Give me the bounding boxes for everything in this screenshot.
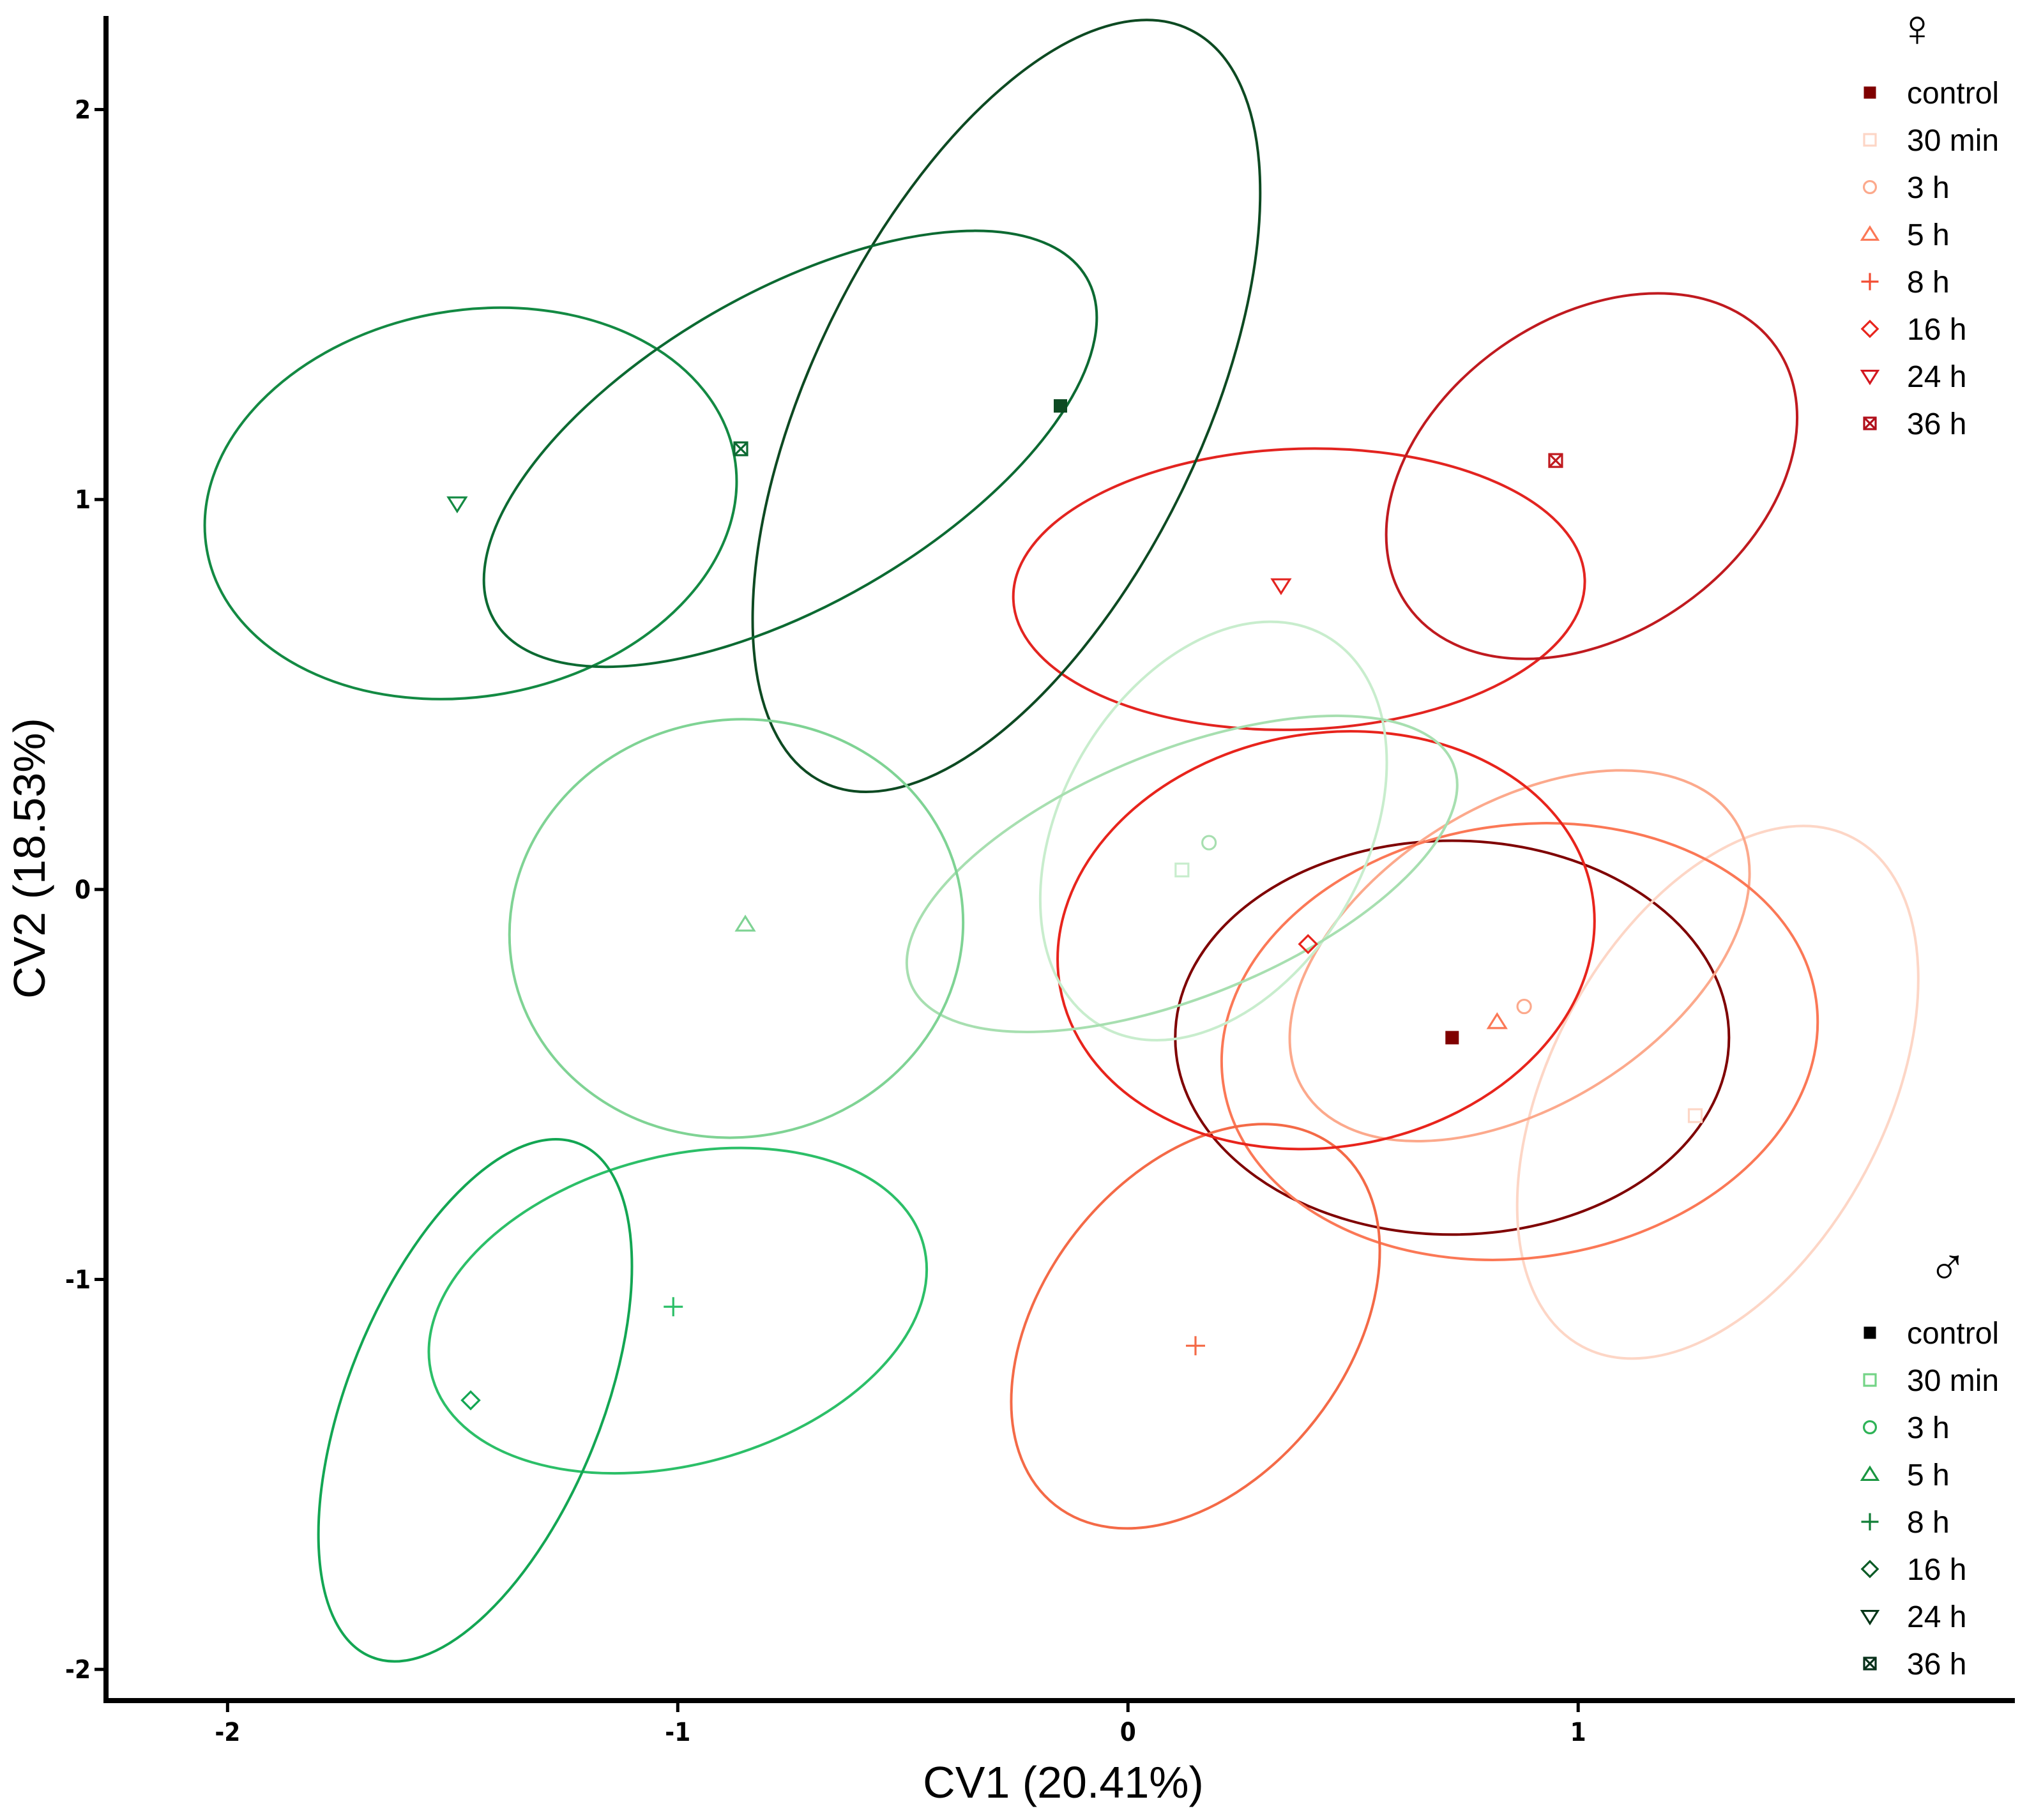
legend-0-label-1: 30 min xyxy=(1907,124,1999,158)
legend-0-label-2: 3 h xyxy=(1907,171,1950,205)
legend-1-label-2: 3 h xyxy=(1907,1411,1950,1445)
legend-1-label-5: 16 h xyxy=(1907,1553,1966,1587)
data-point-11 xyxy=(734,914,756,932)
legend-1-marker-4 xyxy=(1861,1513,1879,1531)
legend-1-marker-6 xyxy=(1860,1609,1880,1626)
legend-female: ♀ control 30 min 3 h 5 h 8 h 16 h 24 h 36 h xyxy=(1860,0,1999,441)
y-tick-label-0: -2 xyxy=(65,1655,91,1685)
confidence-ellipse-8 xyxy=(751,19,1262,793)
legend-0-marker-6 xyxy=(1860,369,1880,386)
data-point-7 xyxy=(1548,453,1563,468)
data-point-13 xyxy=(460,1390,481,1411)
data-point-12 xyxy=(664,1297,683,1317)
legend-1-label-0: control xyxy=(1907,1317,1999,1351)
data-point-4 xyxy=(1185,1336,1205,1356)
confidence-ellipse-3 xyxy=(1220,822,1819,1261)
data-point-5 xyxy=(1298,934,1318,955)
legend-1-label-7: 36 h xyxy=(1907,1648,1966,1681)
legend-0-marker-7 xyxy=(1863,416,1877,430)
data-point-9 xyxy=(1174,862,1190,877)
legend-male-title: ♂ xyxy=(1928,1238,1968,1296)
data-point-0 xyxy=(1445,1031,1459,1045)
legend-male: ♂ control 30 min 3 h 5 h 8 h 16 h 24 h 36 h xyxy=(1860,1238,1999,1681)
x-tick-label-2: 0 xyxy=(1120,1718,1136,1747)
legend-0-label-6: 24 h xyxy=(1907,360,1966,394)
legend-0-label-0: control xyxy=(1907,77,1999,110)
legend-1-marker-0 xyxy=(1864,1326,1876,1339)
data-point-2 xyxy=(1516,998,1532,1015)
x-tick-label-0: -2 xyxy=(215,1718,240,1747)
legend-1-marker-1 xyxy=(1863,1373,1877,1387)
confidence-ellipse-6 xyxy=(1012,447,1586,731)
confidence-ellipse-13 xyxy=(317,1138,634,1663)
legend-0-marker-0 xyxy=(1864,86,1876,99)
x-axis-title: CV1 (20.41%) xyxy=(923,1757,1204,1807)
data-point-8 xyxy=(1054,399,1067,413)
confidence-ellipse-11 xyxy=(508,718,965,1139)
confidence-ellipse-5 xyxy=(1056,730,1596,1151)
legend-0-label-4: 8 h xyxy=(1907,266,1950,300)
legend-1-marker-2 xyxy=(1862,1420,1878,1435)
legend-0-marker-4 xyxy=(1861,273,1879,291)
data-point-3 xyxy=(1486,1012,1508,1029)
data-point-14 xyxy=(446,496,468,513)
confidence-ellipse-9 xyxy=(1038,620,1388,1042)
legend-female-title: ♀ xyxy=(1897,0,1937,57)
legend-0-label-3: 5 h xyxy=(1907,218,1950,252)
confidence-ellipse-15 xyxy=(482,229,1098,669)
data-point-1 xyxy=(1687,1108,1703,1123)
legend-1-label-1: 30 min xyxy=(1907,1364,1999,1398)
data-point-10 xyxy=(1201,835,1217,851)
y-axis-ticks: -2 -1 0 1 2 xyxy=(65,96,103,1685)
legend-1-marker-5 xyxy=(1860,1559,1879,1579)
legend-1-marker-3 xyxy=(1860,1465,1880,1482)
legend-0-label-5: 16 h xyxy=(1907,313,1966,347)
confidence-ellipse-2 xyxy=(1288,769,1751,1143)
x-axis-ticks: -2 -1 0 1 xyxy=(215,1703,1586,1747)
confidence-ellipse-14 xyxy=(203,306,738,701)
legend-0-marker-5 xyxy=(1860,319,1879,338)
confidence-ellipse-12 xyxy=(427,1146,929,1475)
legend-0-label-7: 36 h xyxy=(1907,407,1966,441)
legend-1-label-4: 8 h xyxy=(1907,1506,1950,1540)
confidence-ellipse-7 xyxy=(1385,292,1799,660)
x-tick-label-1: -1 xyxy=(665,1718,690,1747)
legend-1-label-3: 5 h xyxy=(1907,1459,1950,1492)
legend-0-marker-2 xyxy=(1862,179,1878,195)
plot-area xyxy=(203,19,1920,1663)
y-tick-label-1: -1 xyxy=(65,1266,91,1295)
legend-0-marker-1 xyxy=(1863,133,1877,147)
confidence-ellipse-10 xyxy=(905,714,1459,1033)
y-tick-label-4: 2 xyxy=(75,96,91,125)
data-point-6 xyxy=(1270,578,1292,596)
confidence-ellipse-1 xyxy=(1515,824,1920,1360)
y-tick-label-3: 1 xyxy=(75,485,91,515)
legend-1-label-6: 24 h xyxy=(1907,1600,1966,1634)
data-point-15 xyxy=(733,441,748,457)
y-tick-label-2: 0 xyxy=(75,876,91,905)
legend-0-marker-3 xyxy=(1860,225,1880,241)
y-axis-title: CV2 (18.53%) xyxy=(4,718,54,999)
confidence-ellipse-4 xyxy=(1010,1123,1381,1530)
x-tick-label-3: 1 xyxy=(1570,1718,1586,1747)
legend-1-marker-7 xyxy=(1863,1657,1877,1671)
